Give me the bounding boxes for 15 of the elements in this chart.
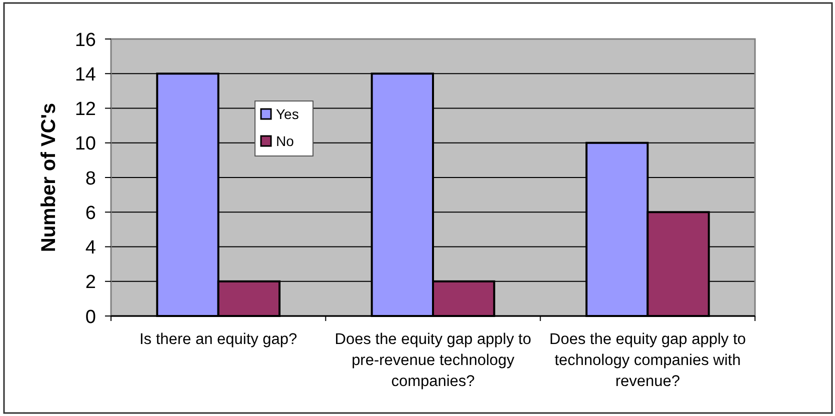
y-tick-label: 0 [85,306,96,328]
y-tick-label: 14 [74,64,96,86]
y-tick-label: 6 [85,202,96,224]
y-tick-label: 12 [74,99,96,120]
legend-label: No [276,133,294,150]
legend-label: Yes [276,106,299,122]
y-tick-label: 2 [85,272,96,294]
x-tick-label: Is there an equity gap? [139,331,298,348]
y-tick-label: 16 [74,30,96,51]
y-tick-label: 10 [74,134,96,155]
x-tick-label: Does the equity gap apply to pre-revenue technology companies? [334,331,532,390]
y-tick-label: 8 [85,168,96,190]
y-axis-title: Number of VC's [38,102,60,252]
y-tick-label: 4 [85,238,96,259]
x-tick-label: Does the equity gap apply to technology companies with revenue? [549,331,746,390]
